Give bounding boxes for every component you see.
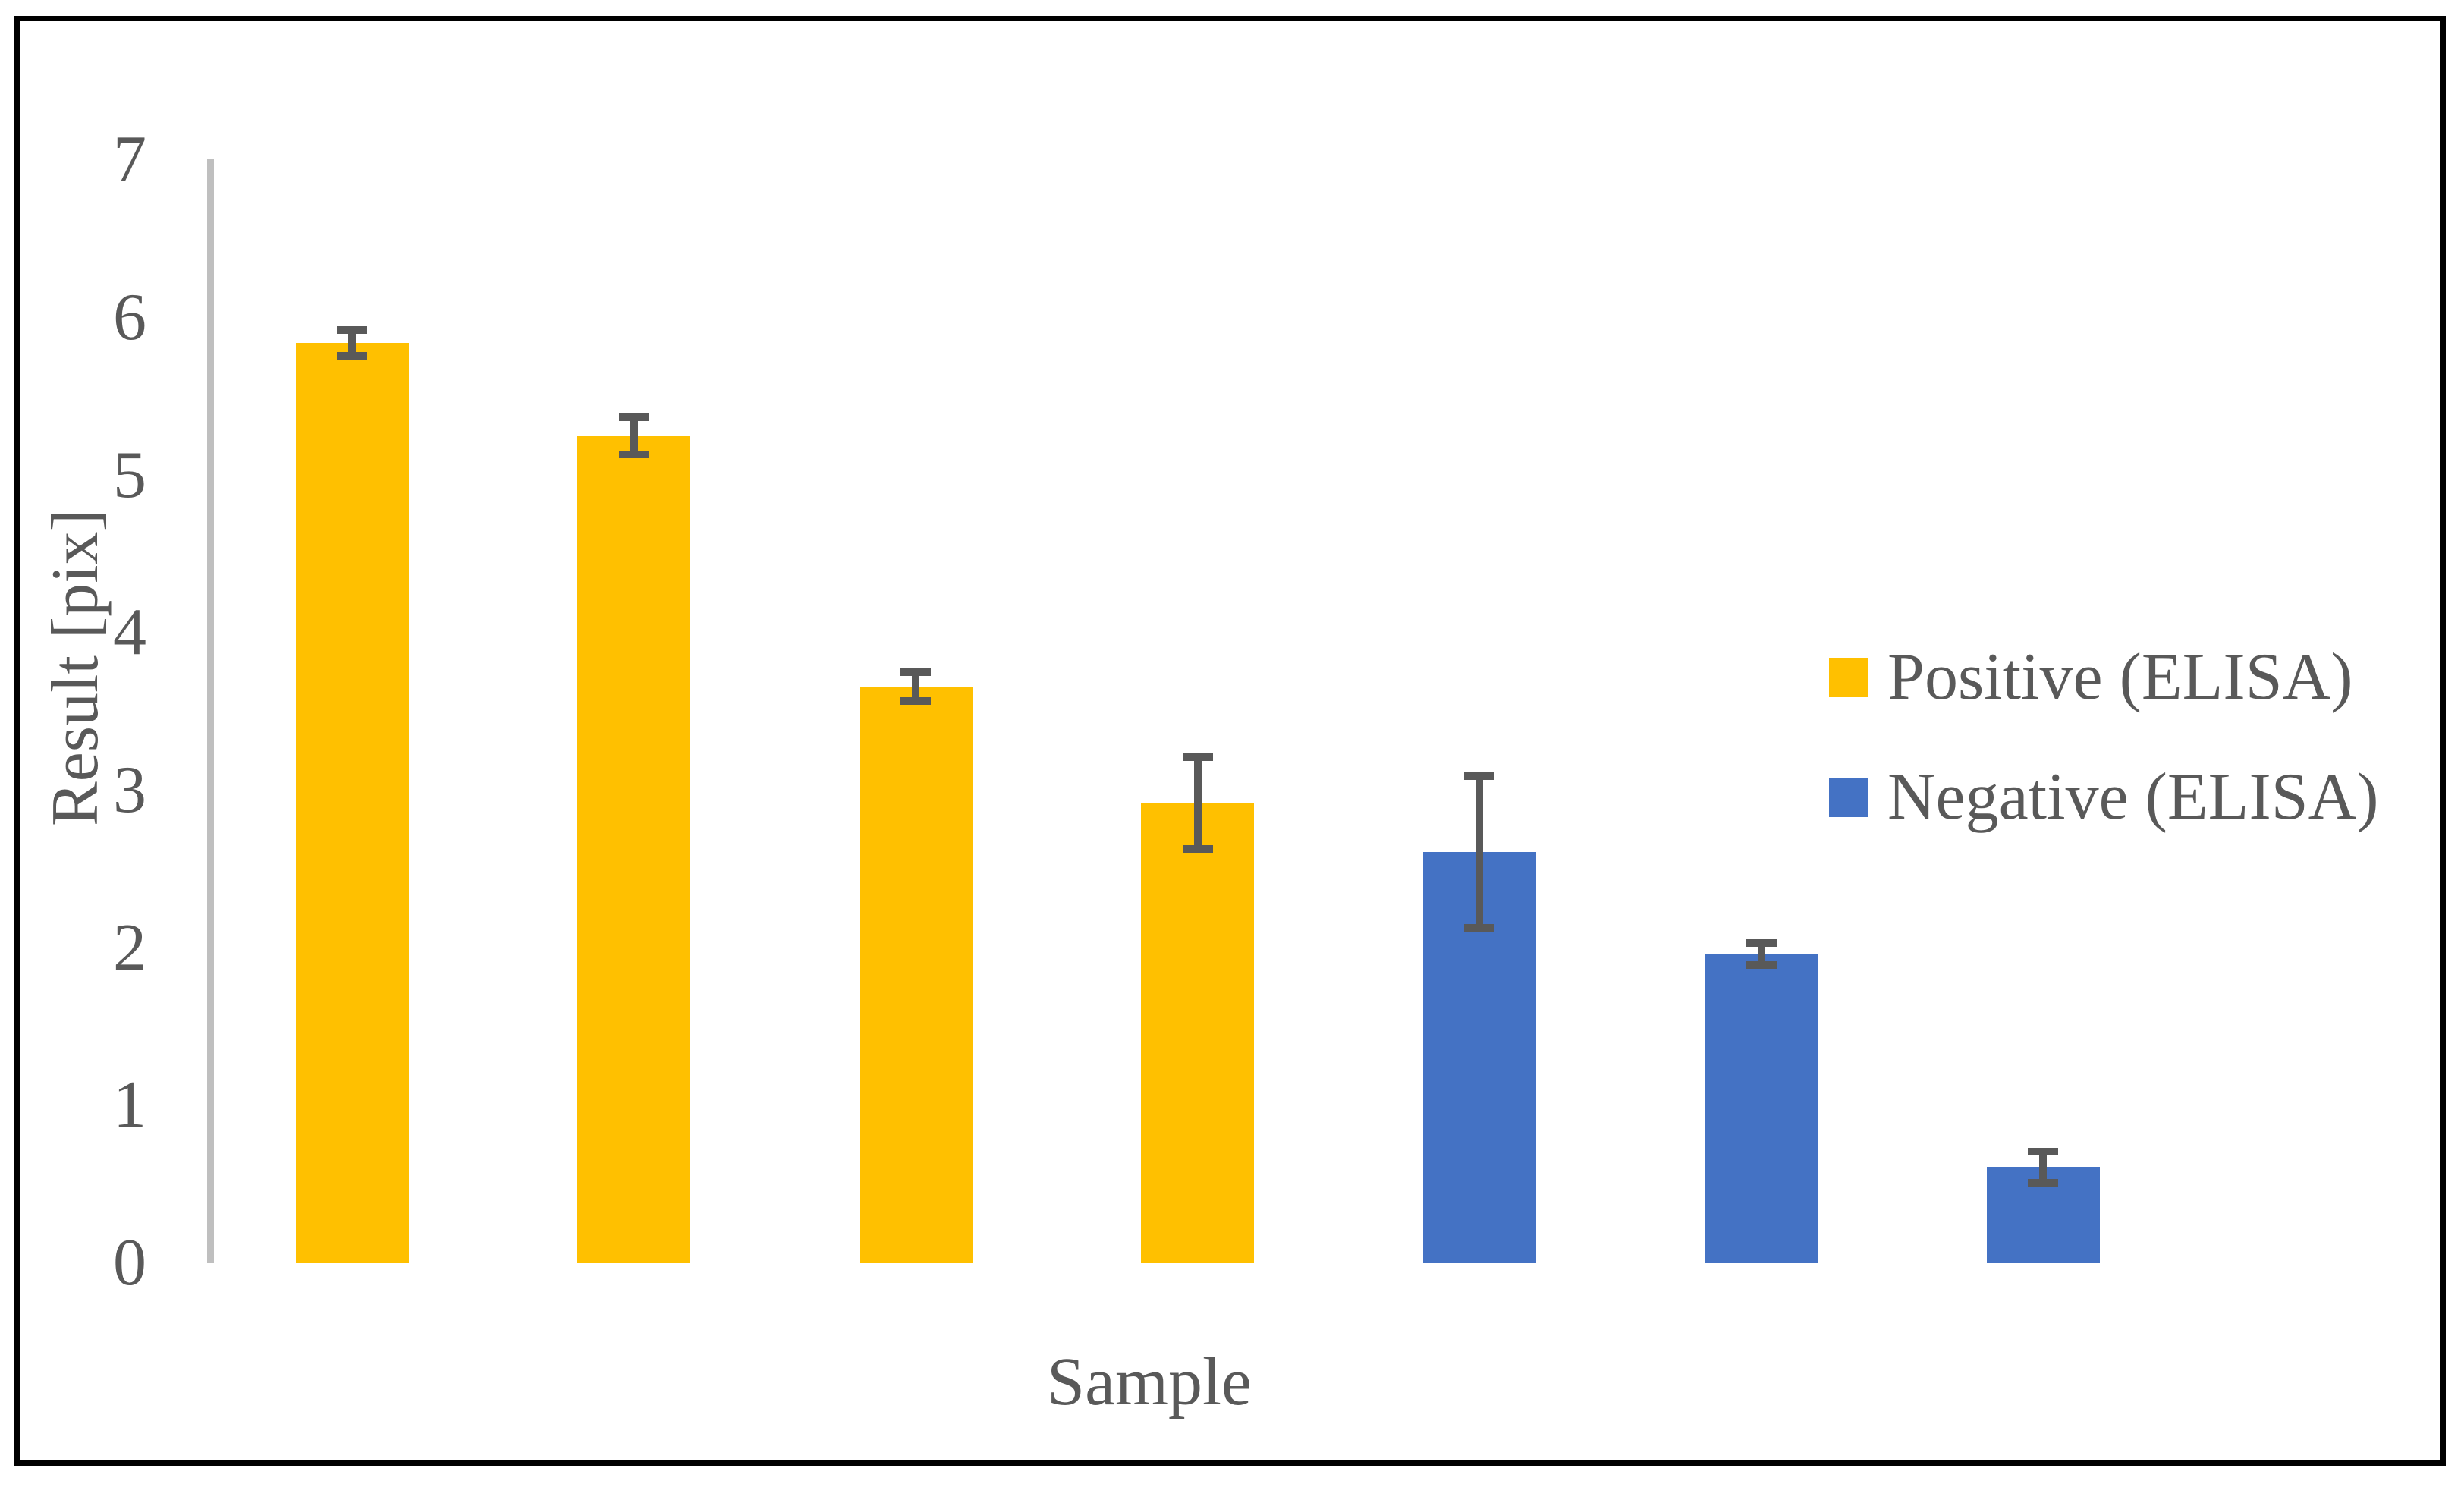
bar-positive-3 — [859, 686, 973, 1263]
error-bar-cap-top-5 — [1464, 772, 1494, 781]
legend-swatch-negative-icon — [1829, 778, 1868, 817]
bar-positive-2 — [577, 435, 690, 1263]
error-bar-cap-bottom-2 — [618, 451, 649, 459]
y-axis-line — [207, 159, 214, 1263]
error-bar-cap-bottom-7 — [2028, 1179, 2058, 1187]
error-bar-line-2 — [630, 417, 638, 455]
y-tick-label-1: 1 — [113, 1068, 146, 1143]
bar-negative-2 — [1705, 954, 1818, 1263]
y-tick-label-0: 0 — [113, 1226, 146, 1300]
legend-label-negative: Negative (ELISA) — [1887, 760, 2379, 834]
y-tick-label-6: 6 — [113, 280, 146, 354]
y-tick-label-5: 5 — [113, 438, 146, 512]
error-bar-cap-bottom-1 — [337, 351, 367, 360]
error-bar-cap-top-1 — [337, 326, 367, 335]
error-bar-cap-top-2 — [618, 413, 649, 421]
x-axis-title: Sample — [1047, 1344, 1252, 1419]
error-bar-line-6 — [1757, 943, 1765, 966]
error-bar-cap-bottom-4 — [1182, 844, 1213, 853]
error-bar-line-7 — [2039, 1151, 2047, 1184]
error-bar-line-3 — [912, 672, 919, 701]
bar-positive-4 — [1141, 803, 1254, 1263]
y-tick-label-3: 3 — [113, 753, 146, 827]
error-bar-cap-bottom-5 — [1464, 923, 1494, 932]
y-tick-label-4: 4 — [113, 596, 146, 670]
error-bar-cap-top-3 — [900, 668, 931, 677]
y-tick-label-7: 7 — [113, 123, 146, 197]
legend-item-positive: Positive (ELISA) — [1829, 644, 2353, 711]
error-bar-line-4 — [1193, 757, 1202, 849]
error-bar-cap-bottom-3 — [900, 696, 931, 705]
error-bar-line-5 — [1476, 776, 1483, 928]
error-bar-cap-top-7 — [2028, 1147, 2058, 1155]
error-bar-cap-bottom-6 — [1746, 961, 1777, 970]
error-bar-line-1 — [348, 330, 356, 356]
legend-swatch-positive-icon — [1829, 658, 1868, 697]
y-tick-label-2: 2 — [113, 910, 146, 985]
bar-positive-1 — [295, 343, 409, 1263]
error-bar-cap-top-4 — [1182, 753, 1213, 762]
legend-label-positive: Positive (ELISA) — [1887, 640, 2353, 714]
legend-item-negative: Negative (ELISA) — [1829, 764, 2379, 831]
error-bar-cap-top-6 — [1746, 939, 1777, 948]
